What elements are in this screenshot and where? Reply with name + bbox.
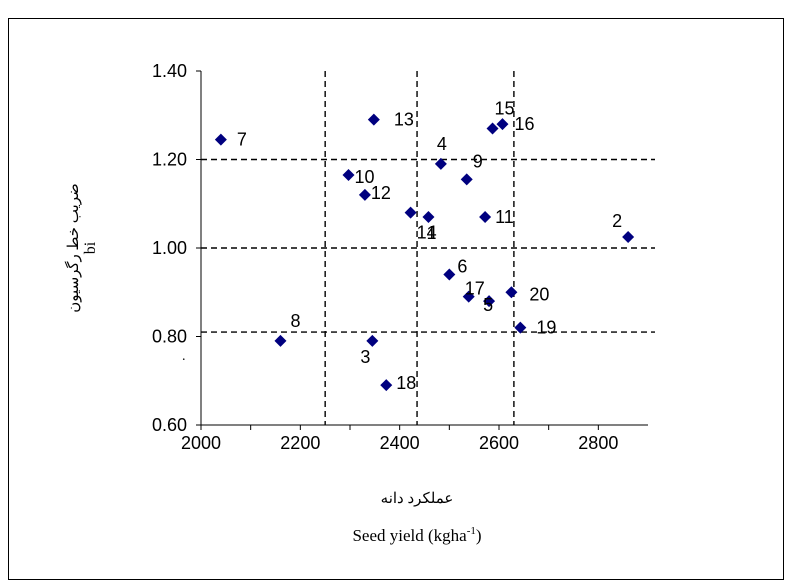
y-axis-label-fa: ضریب خط رگرسیون <box>64 183 82 312</box>
data-point-marker <box>342 168 355 181</box>
data-point-label: 4 <box>437 134 447 154</box>
data-point-label: 19 <box>536 318 556 338</box>
data-point-label: 17 <box>465 279 485 299</box>
axes <box>196 70 648 430</box>
data-point-marker <box>496 118 509 131</box>
data-point-label: 6 <box>457 257 467 277</box>
data-point-label: 15 <box>495 99 515 119</box>
y-tick-label: 1.00 <box>152 238 187 258</box>
y-tick-label: 1.20 <box>152 150 187 170</box>
data-point-marker <box>479 211 492 224</box>
data-point-label: 18 <box>396 373 416 393</box>
data-points <box>214 113 635 392</box>
x-tick-label: 2200 <box>280 433 320 453</box>
y-tick-labels: 0.60 0.80 1.00 1.20 1.40 <box>152 61 187 435</box>
data-point-marker <box>358 188 371 201</box>
y-tick-label: 0.60 <box>152 415 187 435</box>
data-point-label: 12 <box>371 183 391 203</box>
data-point-marker <box>367 113 380 126</box>
data-point-marker <box>486 122 499 135</box>
data-point-label: 20 <box>529 284 549 304</box>
data-point-label: 10 <box>355 167 375 187</box>
data-point-marker <box>404 206 417 219</box>
data-point-label: 8 <box>290 311 300 331</box>
data-point-label: 7 <box>237 130 247 150</box>
x-tick-label: 2000 <box>181 433 221 453</box>
data-point-label: 11 <box>495 207 514 227</box>
data-point-marker <box>505 286 518 299</box>
x-tick-label: 2600 <box>479 433 519 453</box>
data-point-label: 9 <box>473 151 483 171</box>
x-tick-labels: 2000 2200 2400 2600 2800 <box>181 433 618 453</box>
data-point-marker <box>422 211 435 224</box>
reference-lines <box>201 71 655 425</box>
x-axis-label-fa: عملکرد دانه <box>381 491 454 507</box>
data-point-label: 5 <box>483 295 493 315</box>
data-point-marker <box>462 290 475 303</box>
data-point-label: 2 <box>612 211 622 231</box>
data-point-label: 14 <box>417 223 437 243</box>
y-tick-label: 1.40 <box>152 61 187 81</box>
x-axis-label-en: Seed yield (kgha-1) <box>352 525 481 545</box>
data-point-label: 1 <box>426 223 436 243</box>
stray-mark: . <box>182 349 186 364</box>
y-tick-label: 0.80 <box>152 327 187 347</box>
data-point-label: 16 <box>514 114 534 134</box>
y-axis-label-en: bi <box>82 241 99 254</box>
data-point-marker <box>483 295 496 308</box>
data-point-marker <box>274 334 287 347</box>
data-point-label: 3 <box>360 347 370 367</box>
data-point-marker <box>214 133 227 146</box>
data-point-marker <box>622 230 635 243</box>
x-tick-label: 2400 <box>380 433 420 453</box>
data-point-marker <box>443 268 456 281</box>
x-tick-label: 2800 <box>578 433 618 453</box>
data-point-marker <box>514 321 527 334</box>
data-point-marker <box>460 173 473 186</box>
data-point-marker <box>380 379 393 392</box>
data-point-marker <box>366 334 379 347</box>
data-point-marker <box>434 157 447 170</box>
data-point-label: 13 <box>394 110 414 130</box>
chart-frame <box>8 18 784 580</box>
